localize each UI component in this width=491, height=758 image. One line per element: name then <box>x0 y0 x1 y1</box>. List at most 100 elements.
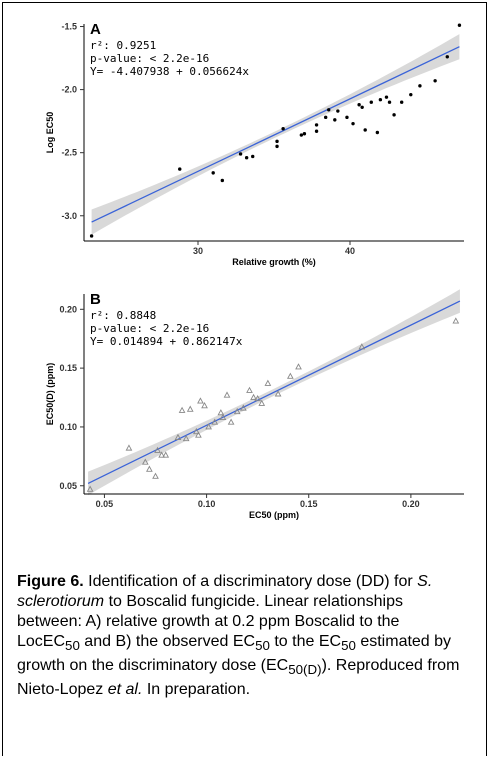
chart-a-data-point <box>363 128 367 132</box>
chart-a-data-point <box>220 178 225 183</box>
chart-a-data-point <box>351 121 355 126</box>
caption-text-7: In preparation. <box>142 681 251 699</box>
chart-b-data-point <box>125 444 133 451</box>
chart-b-data-point <box>264 379 272 386</box>
chart-b-data-point <box>274 390 282 397</box>
chart-a-y-tick-label: -1.5 <box>61 22 77 32</box>
figure-caption: Figure 6. Identification of a discrimina… <box>17 572 462 700</box>
chart-b-y-tick-label: 0.20 <box>59 304 77 314</box>
chart-b-data-point <box>186 405 194 412</box>
caption-text-2: to Boscalid fungicide. Linear relationsh… <box>17 593 403 650</box>
caption-text-1: Identification of a discriminatory dose … <box>83 573 418 590</box>
chart-b-data-point <box>195 431 202 438</box>
chart-b-data-point <box>254 394 262 402</box>
chart-b-data-point <box>174 433 182 440</box>
chart-a-data-point <box>375 130 380 135</box>
chart-b-data-point <box>239 404 247 411</box>
chart-a-data-point <box>399 100 404 104</box>
chart-b-data-point <box>250 393 257 400</box>
chart-b-data-point <box>152 472 159 479</box>
chart-b-data-point <box>211 418 219 425</box>
chart-a-data-point <box>384 95 389 99</box>
chart-a-data-point <box>327 108 331 112</box>
chart-b-data-point <box>217 409 225 416</box>
chart-a-data-point <box>89 234 94 238</box>
chart-a-data-point <box>387 100 392 104</box>
chart-b-data-point <box>246 386 253 393</box>
caption-sub-3: 50 <box>341 638 356 654</box>
caption-label: Figure 6. <box>17 573 84 590</box>
chart-a-y-axis-label: Log EC50 <box>45 112 55 154</box>
chart-a-data-point <box>445 55 449 59</box>
chart-a-data-point <box>360 105 364 109</box>
chart-a-panel-label: A <box>90 21 101 38</box>
chart-b-data-point <box>223 391 231 398</box>
chart-b-panel-label: B <box>90 291 101 308</box>
chart-a-y-tick-label: -2.5 <box>61 148 77 158</box>
chart-a: 30 40 -1.5 -2.0 -2.5 -3.0 Relative growth (%) L… <box>45 21 464 267</box>
caption-text-5: estimated by growth on the discriminator… <box>17 633 452 675</box>
caption-etal: et al. <box>107 681 143 699</box>
caption-text-6: ). Reproduced from Nieto-Lopez <box>17 657 460 699</box>
chart-b-y-tick-label: 0.10 <box>59 422 77 432</box>
chart-a-p-value: p-value: < 2.2e-16 <box>90 52 209 65</box>
chart-b-equation: Y= 0.014894 + 0.862147x <box>90 335 243 348</box>
caption-species: S. sclerotiorum <box>17 573 433 610</box>
chart-a-data-point <box>357 103 361 107</box>
chart-a-data-point <box>299 133 304 137</box>
chart-a-r2: r²: 0.9251 <box>90 39 156 52</box>
caption-text-3: and B) the observed EC <box>79 633 256 650</box>
chart-a-x-axis-label: Relative growth (%) <box>232 257 316 267</box>
chart-b-x-tick-label: 0.10 <box>198 499 216 509</box>
chart-a-data-point <box>275 144 279 149</box>
chart-b-x-tick-label: 0.05 <box>96 499 114 509</box>
chart-b-data-point <box>201 402 208 409</box>
chart-a-fit-line <box>91 46 460 223</box>
chart-b-y-tick-label: 0.15 <box>59 363 77 373</box>
chart-b-data-point <box>358 343 366 350</box>
chart-b-data-point <box>219 413 227 420</box>
chart-b-y-axis-label: EC50(D) (ppm) <box>45 363 55 426</box>
chart-a-data-point <box>178 167 182 171</box>
chart-b-data-point <box>158 451 165 458</box>
chart-b-x-axis-label: EC50 (ppm) <box>249 510 299 520</box>
chart-b-data-point <box>162 451 170 458</box>
chart-b-data-point <box>141 458 149 465</box>
chart-b-data-point <box>452 317 460 324</box>
chart-b-y-tick-label: 0.05 <box>59 481 77 491</box>
chart-a-data-point <box>314 129 319 133</box>
chart-a-y-tick-label: -2.0 <box>61 85 77 95</box>
chart-b-x-tick-label: 0.20 <box>402 499 420 509</box>
caption-sub-2: 50 <box>255 638 270 654</box>
chart-a-data-point <box>302 132 307 136</box>
chart-b-data-point <box>86 485 94 492</box>
chart-a-data-point <box>345 115 349 120</box>
chart-a-data-point <box>211 171 215 175</box>
chart-a-data-point <box>392 113 396 117</box>
caption-sub-1: 50 <box>65 638 80 654</box>
chart-a-data-point <box>457 23 462 27</box>
chart-b-x-tick-label: 0.15 <box>300 499 318 509</box>
chart-a-data-point <box>314 123 319 127</box>
chart-b-data-point <box>193 427 200 435</box>
chart-a-x-tick-label: 40 <box>345 246 355 256</box>
chart-b-data-point <box>178 406 186 413</box>
chart-a-data-point <box>369 100 373 104</box>
chart-b-r2: r²: 0.8848 <box>90 309 156 322</box>
chart-b-data-point <box>154 446 161 453</box>
chart-b-data-point <box>233 407 241 415</box>
chart-b-data-point <box>258 399 266 406</box>
chart-b: 0.05 0.10 0.15 0.20 0.05 0.10 0.15 0.20 EC50 (pp… <box>45 289 464 520</box>
chart-a-data-point <box>244 156 249 160</box>
chart-b-data-point <box>182 434 190 442</box>
chart-a-y-tick-label: -3.0 <box>61 211 77 221</box>
caption-sub-4: 50(D) <box>288 662 322 678</box>
chart-a-data-point <box>333 118 337 122</box>
chart-b-data-point <box>197 397 204 404</box>
chart-a-equation: Y= -4.407938 + 0.056624x <box>90 65 249 78</box>
chart-a-data-point <box>409 92 413 97</box>
chart-b-data-point <box>227 418 235 425</box>
chart-b-data-point <box>146 465 153 472</box>
chart-a-data-point <box>418 84 422 88</box>
chart-b-fit-line <box>87 300 461 484</box>
